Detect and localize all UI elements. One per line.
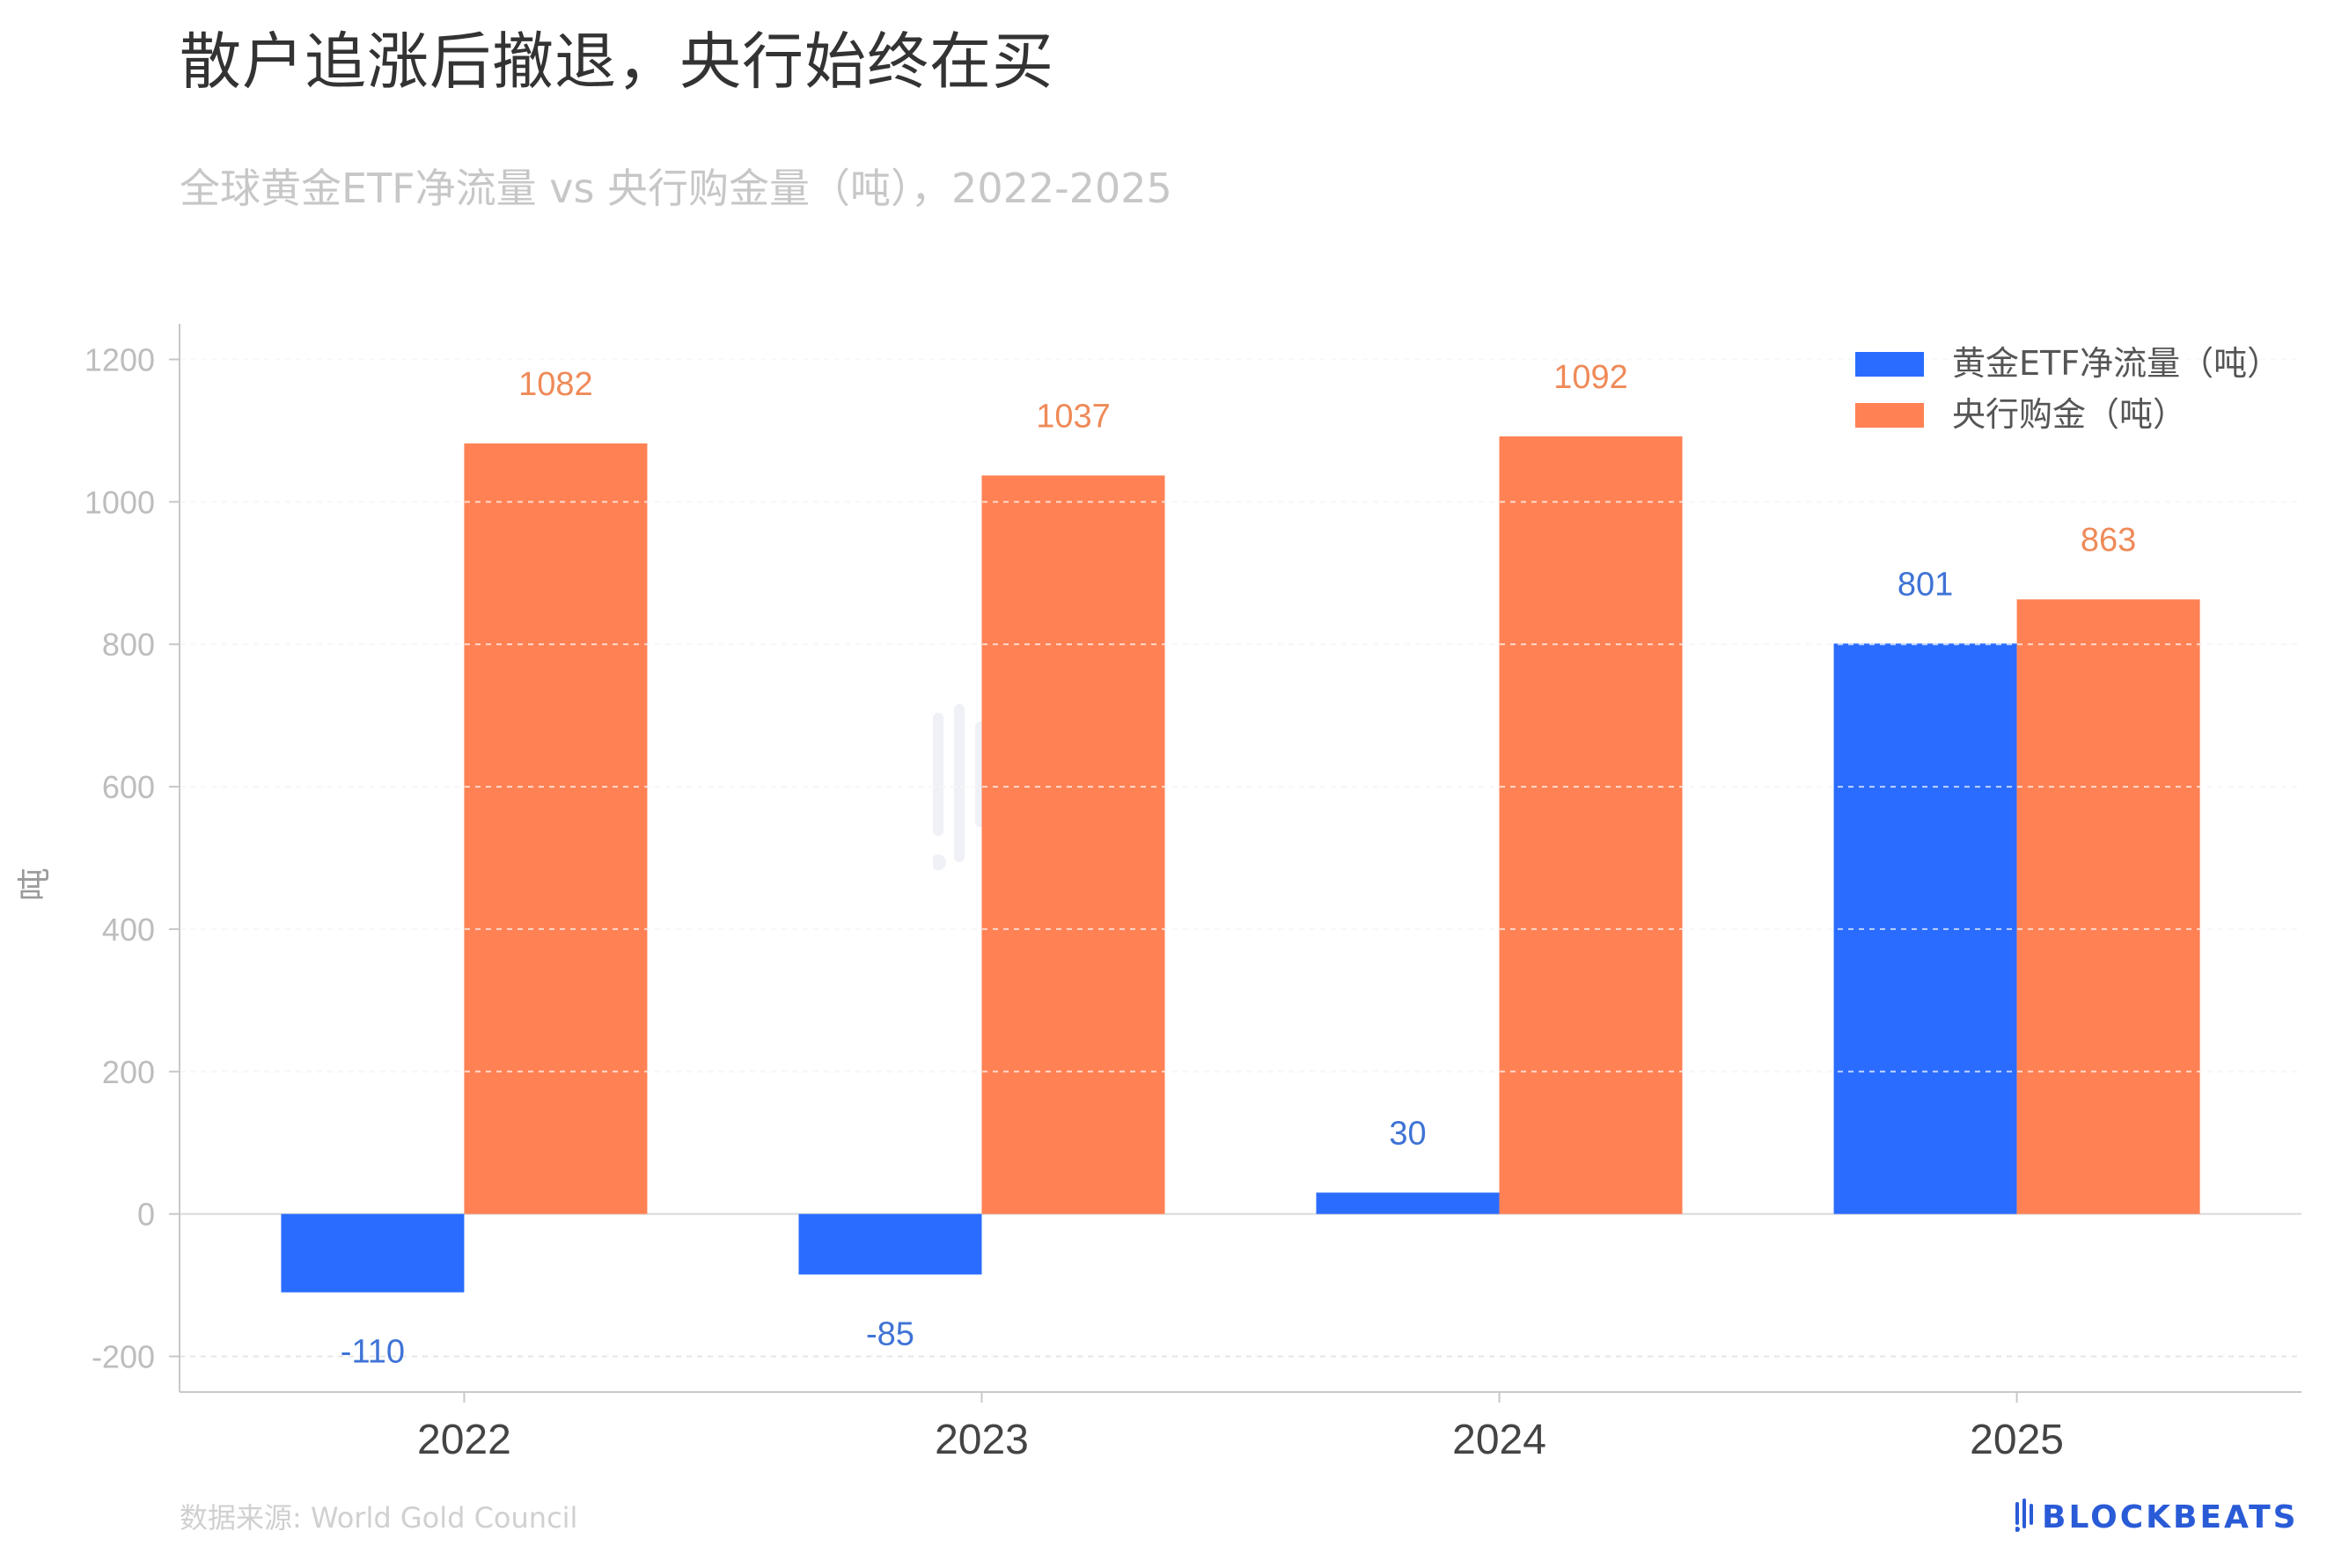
y-tick-label: 400 [102,912,155,948]
y-tick-label: 600 [102,769,155,805]
x-tick-label: 2025 [1970,1417,2064,1463]
legend-label: 黄金ETF净流量（吨） [1952,344,2280,383]
central-bank-bar [1499,436,1683,1214]
y-tick-label: 0 [137,1197,155,1233]
etf-value-label: 30 [1389,1115,1426,1152]
central-bank-value-label: 1082 [518,366,593,403]
x-tick-label: 2023 [935,1417,1029,1463]
y-tick-label: -200 [92,1339,155,1375]
legend-label: 央行购金（吨） [1952,395,2186,434]
etf-bar [1316,1192,1500,1214]
y-tick-label: 800 [102,626,155,663]
y-tick-label: 1000 [84,484,155,520]
central-bank-value-label: 863 [2081,522,2136,559]
x-tick-label: 2024 [1452,1417,1546,1463]
central-bank-value-label: 1037 [1036,398,1111,435]
etf-bar [281,1213,465,1293]
blockbeats-logo-icon: BLOCKBEATS [2015,1498,2299,1534]
legend-swatch [1855,352,1924,377]
x-tick-label: 2022 [417,1417,511,1463]
y-tick-label: 1200 [84,341,155,377]
etf-value-label: 801 [1898,566,1953,603]
chart-subtitle: 全球黄金ETF净流量 vs 央行购金量（吨），2022-2025 [180,165,1172,212]
etf-value-label: -110 [341,1334,405,1371]
chart-title: 散户追涨后撤退，央行始终在买 [180,26,1054,98]
central-bank-value-label: 1092 [1553,359,1628,396]
central-bank-bar [2016,599,2200,1214]
legend-swatch [1855,403,1924,428]
y-axis-label: 吨 [15,868,54,901]
svg-text:BLOCKBEATS: BLOCKBEATS [2042,1499,2299,1534]
legend: 黄金ETF净流量（吨） 央行购金（吨） [1855,344,2280,434]
central-bank-bar [464,443,648,1214]
bars [180,358,2301,1293]
central-bank-bar [981,475,1165,1214]
axes: -200 0 200 400 600 800 1000 1200 2022 2023 2024 202… [15,324,2301,1463]
etf-value-label: -85 [866,1315,914,1352]
etf-bar [798,1213,982,1275]
data-labels: -110 1082 -85 1037 30 1092 801 863 [341,359,2136,1371]
data-source-note: 数据来源: World Gold Council [180,1501,578,1535]
y-tick-label: 200 [102,1054,155,1090]
